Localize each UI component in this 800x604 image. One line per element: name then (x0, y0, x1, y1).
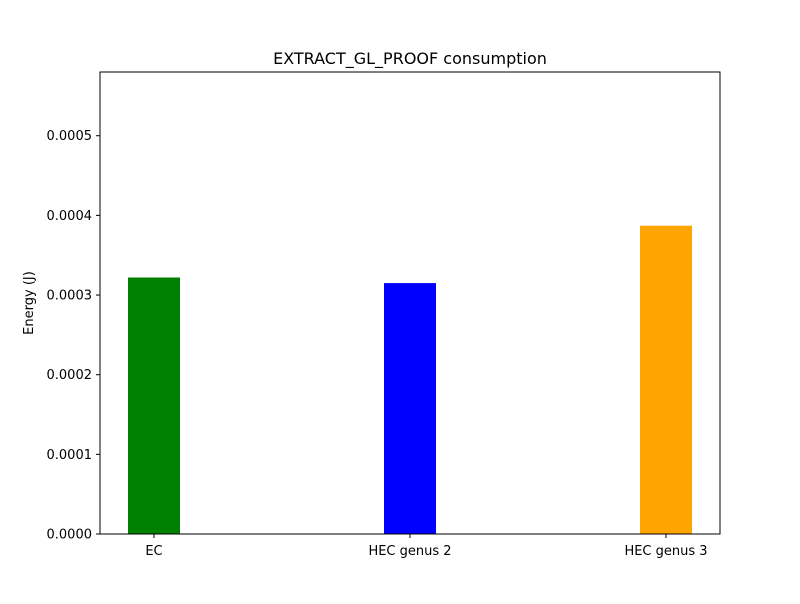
y-ticks-layer: 0.0000 0.0001 0.0002 0.0003 0.0004 0.0005 (47, 129, 100, 543)
y-axis-label: Energy (J) (22, 271, 37, 335)
y-tick-label: 0.0002 (47, 368, 93, 383)
y-tick-label: 0.0003 (47, 289, 93, 304)
bars-layer (128, 225, 692, 534)
x-tick-label: HEC genus 2 (368, 544, 451, 559)
y-tick-label: 0.0000 (47, 528, 93, 543)
x-tick-label: HEC genus 3 (624, 544, 707, 559)
y-tick-label: 0.0004 (47, 209, 93, 224)
bar-hec-genus-3 (640, 225, 692, 534)
chart-title: EXTRACT_GL_PROOF consumption (273, 49, 547, 69)
bar-hec-genus-2 (384, 283, 436, 534)
y-tick-label: 0.0005 (47, 129, 93, 144)
plot-area-frame (99, 71, 721, 535)
y-tick-label: 0.0001 (47, 448, 93, 463)
x-tick-label: EC (145, 544, 162, 559)
bar-ec (128, 277, 180, 534)
x-ticks-layer: EC HEC genus 2 HEC genus 3 (145, 534, 708, 559)
